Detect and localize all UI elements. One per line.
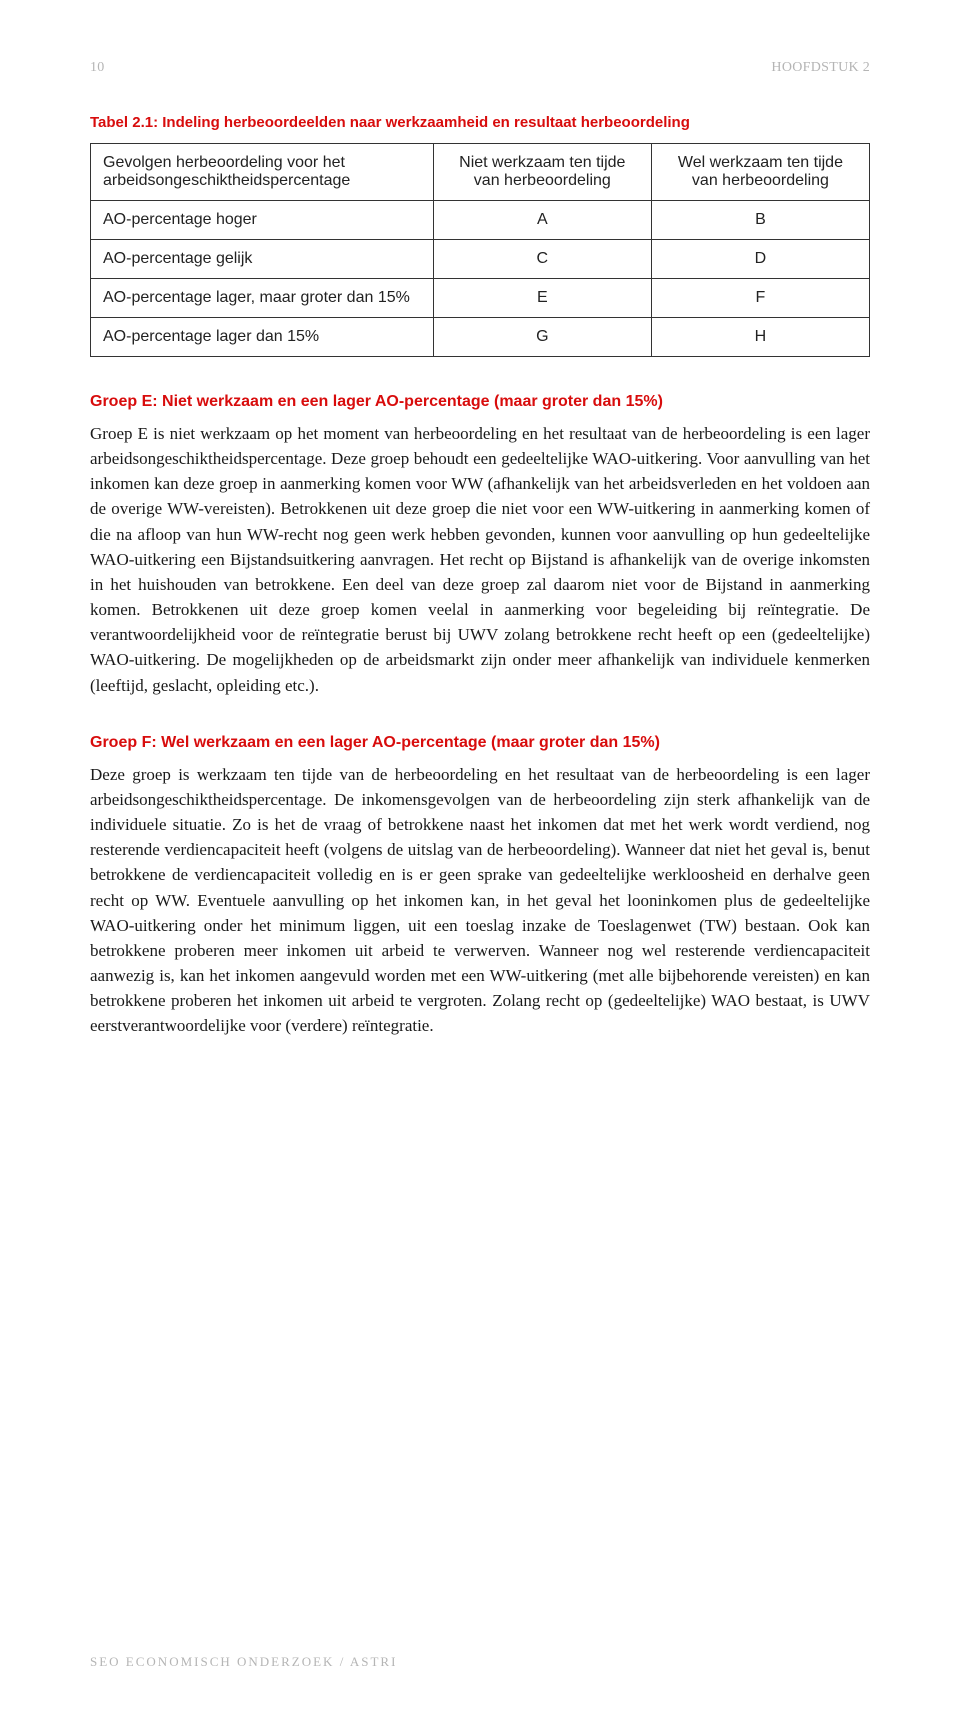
table-cell-label: AO-percentage lager, maar groter dan 15% — [91, 279, 434, 318]
section-body-f: Deze groep is werkzaam ten tijde van de … — [90, 762, 870, 1039]
table-cell-label: AO-percentage lager dan 15% — [91, 318, 434, 357]
running-header: 10 HOOFDSTUK 2 — [90, 60, 870, 76]
table-cell-value: D — [651, 240, 869, 279]
table-cell-value: B — [651, 201, 869, 240]
table-cell-label: AO-percentage gelijk — [91, 240, 434, 279]
table-row: AO-percentage lager, maar groter dan 15%… — [91, 279, 870, 318]
section-heading-e: Groep E: Niet werkzaam en een lager AO-p… — [90, 393, 870, 411]
table-cell-value: E — [433, 279, 651, 318]
table-row: AO-percentage lager dan 15% G H — [91, 318, 870, 357]
section-body-e: Groep E is niet werkzaam op het moment v… — [90, 421, 870, 698]
page-footer: SEO ECONOMISCH ONDERZOEK / ASTRI — [90, 1654, 397, 1670]
table-row: AO-percentage gelijk C D — [91, 240, 870, 279]
page-number: 10 — [90, 60, 105, 76]
section-heading-f: Groep F: Wel werkzaam en een lager AO-pe… — [90, 734, 870, 752]
ao-table: Gevolgen herbeoordeling voor het arbeids… — [90, 143, 870, 357]
chapter-label: HOOFDSTUK 2 — [771, 60, 870, 76]
table-col-header: Niet werkzaam ten tijde van herbeoordeli… — [433, 144, 651, 201]
table-col-header: Wel werkzaam ten tijde van herbeoordelin… — [651, 144, 869, 201]
table-cell-value: A — [433, 201, 651, 240]
table-row: AO-percentage hoger A B — [91, 201, 870, 240]
table-header-row: Gevolgen herbeoordeling voor het arbeids… — [91, 144, 870, 201]
table-cell-value: F — [651, 279, 869, 318]
table-col-header: Gevolgen herbeoordeling voor het arbeids… — [91, 144, 434, 201]
page-container: 10 HOOFDSTUK 2 Tabel 2.1: Indeling herbe… — [0, 0, 960, 1725]
table-caption: Tabel 2.1: Indeling herbeoordeelden naar… — [90, 114, 870, 131]
table-cell-value: G — [433, 318, 651, 357]
table-cell-value: C — [433, 240, 651, 279]
table-cell-label: AO-percentage hoger — [91, 201, 434, 240]
table-cell-value: H — [651, 318, 869, 357]
